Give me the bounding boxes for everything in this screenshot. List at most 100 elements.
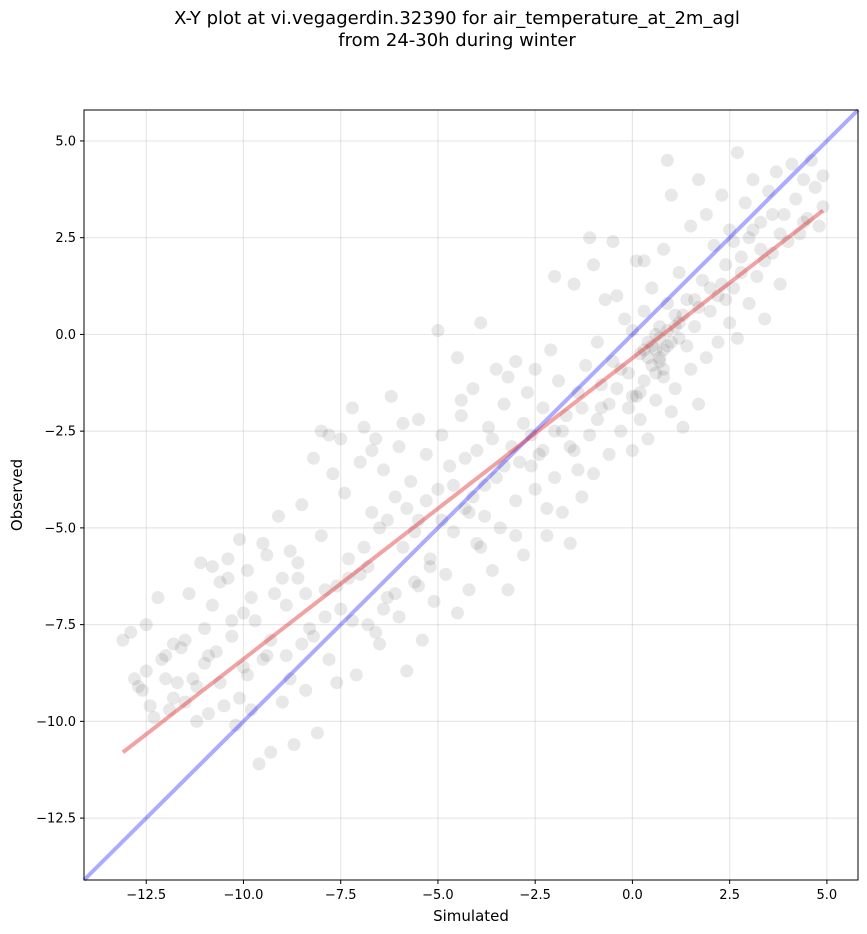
fit-line	[121, 209, 825, 754]
data-point	[524, 459, 538, 473]
data-point	[454, 393, 468, 407]
data-point	[283, 544, 297, 558]
data-point	[478, 478, 492, 492]
data-point	[233, 532, 247, 546]
x-tick-label: −12.5	[126, 888, 166, 903]
data-point	[478, 509, 492, 523]
data-point	[221, 552, 235, 566]
data-point	[633, 347, 647, 361]
data-point	[229, 718, 243, 732]
data-point	[190, 680, 204, 694]
data-point	[622, 401, 636, 415]
data-point	[279, 598, 293, 612]
data-point	[552, 374, 566, 388]
data-point	[641, 351, 655, 365]
y-tick-label: 2.5	[55, 231, 76, 246]
data-point	[684, 219, 698, 233]
data-point	[509, 355, 523, 369]
data-point	[738, 196, 752, 210]
data-point	[587, 467, 601, 481]
data-point	[198, 621, 212, 635]
data-point	[622, 366, 636, 380]
data-point	[614, 362, 628, 376]
data-point	[765, 207, 779, 221]
data-point	[178, 633, 192, 647]
data-point	[159, 649, 173, 663]
data-point	[524, 428, 538, 442]
data-point	[380, 591, 394, 605]
data-point	[723, 223, 737, 237]
data-point	[299, 587, 313, 601]
data-point	[699, 207, 713, 221]
data-point	[190, 714, 204, 728]
data-point	[587, 258, 601, 272]
data-points	[116, 146, 830, 771]
data-point	[415, 633, 429, 647]
data-point	[571, 463, 585, 477]
data-point	[423, 552, 437, 566]
data-point	[419, 494, 433, 508]
data-point	[719, 258, 733, 272]
data-point	[684, 362, 698, 376]
data-point	[236, 606, 250, 620]
data-point	[322, 652, 336, 666]
data-point	[602, 447, 616, 461]
data-point	[680, 339, 694, 353]
data-point	[209, 645, 223, 659]
data-point	[306, 451, 320, 465]
data-point	[369, 432, 383, 446]
data-point	[583, 231, 597, 245]
data-point	[151, 591, 165, 605]
data-point	[268, 587, 282, 601]
data-point	[124, 625, 138, 639]
data-point	[645, 339, 659, 353]
data-point	[435, 428, 449, 442]
data-point	[637, 304, 651, 318]
y-axis-ticks: −12.5 −10.0 −7.5 −5.0 −2.5 0.0 2.5 5.0	[36, 134, 84, 827]
data-point	[575, 490, 589, 504]
data-point	[291, 556, 305, 570]
data-point	[240, 563, 254, 577]
data-point	[653, 331, 667, 345]
data-point	[664, 188, 678, 202]
data-point	[688, 293, 702, 307]
data-point	[408, 575, 422, 589]
data-point	[244, 591, 258, 605]
data-point	[213, 575, 227, 589]
data-point	[649, 327, 663, 341]
data-point	[727, 281, 741, 295]
data-point	[466, 490, 480, 504]
data-point	[423, 560, 437, 574]
data-point	[345, 614, 359, 628]
data-point	[808, 180, 822, 194]
data-point	[540, 529, 554, 543]
data-point	[528, 482, 542, 496]
data-point	[489, 471, 503, 485]
data-point	[194, 556, 208, 570]
data-point	[505, 440, 519, 454]
y-tick-label: −12.5	[36, 812, 76, 827]
data-point	[365, 444, 379, 458]
data-point	[672, 331, 686, 345]
data-point	[283, 672, 297, 686]
data-point	[645, 281, 659, 295]
data-point	[497, 459, 511, 473]
data-point	[657, 362, 671, 376]
data-point	[668, 382, 682, 396]
x-tick-label: −2.5	[519, 888, 551, 903]
data-point	[555, 424, 569, 438]
data-point	[489, 362, 503, 376]
x-tick-label: −5.0	[422, 888, 454, 903]
data-point	[567, 277, 581, 291]
x-tick-label: 0.0	[622, 888, 643, 903]
data-point	[653, 351, 667, 365]
data-point	[443, 459, 457, 473]
data-point	[548, 269, 562, 283]
data-point	[594, 378, 608, 392]
data-point	[742, 231, 756, 245]
data-point	[668, 308, 682, 322]
data-point	[178, 695, 192, 709]
data-point	[139, 618, 153, 632]
chart-title: X-Y plot at vi.vegagerdin.32390 for air_…	[174, 8, 740, 29]
data-point	[400, 502, 414, 516]
